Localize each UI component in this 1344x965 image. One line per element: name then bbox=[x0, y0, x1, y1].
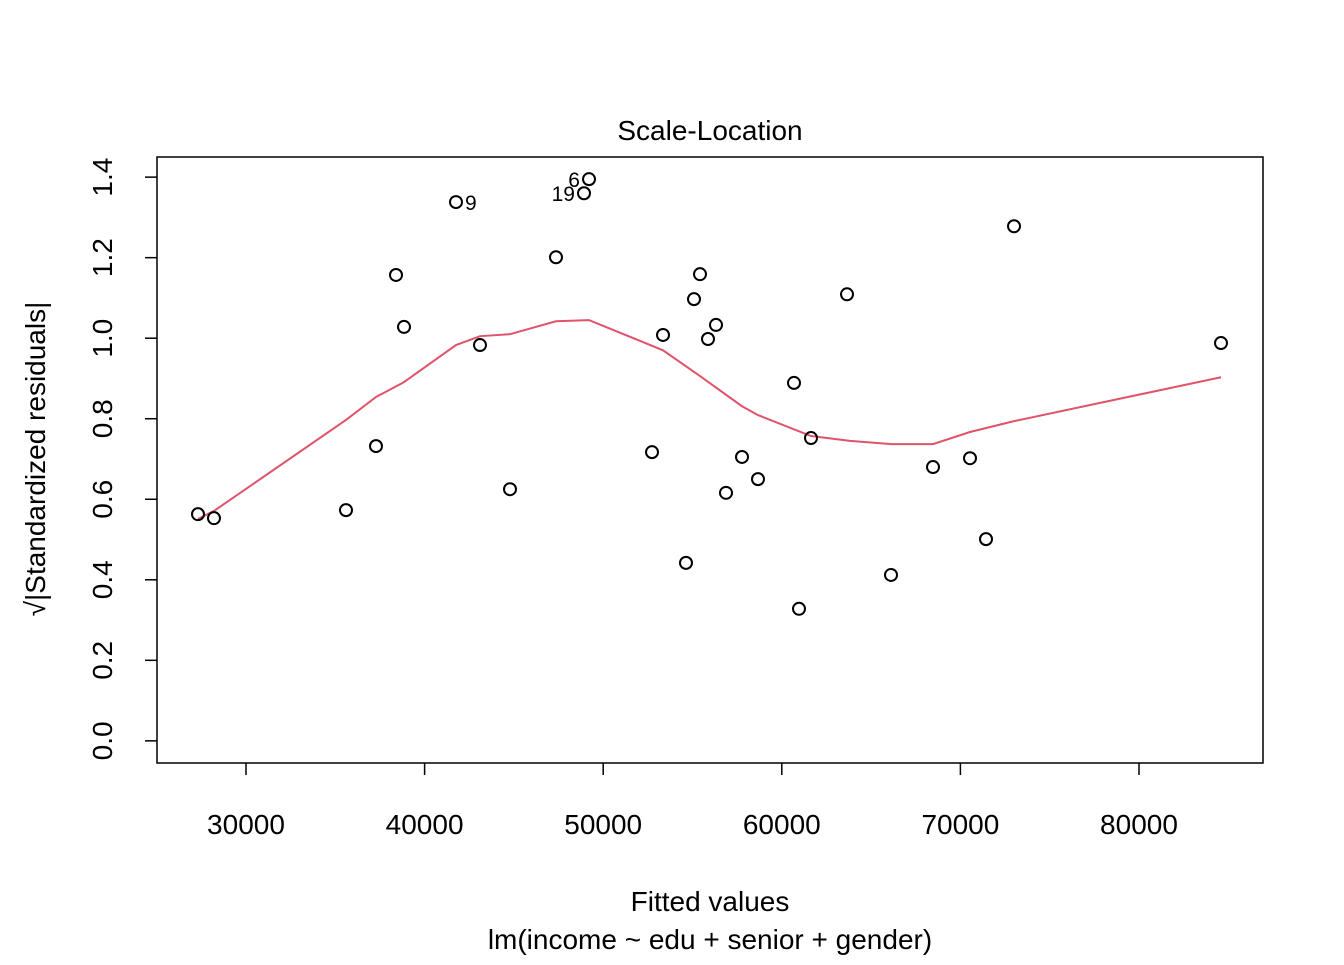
x-tick-label: 40000 bbox=[386, 809, 464, 840]
point bbox=[389, 267, 404, 282]
point-label: 19 bbox=[552, 183, 575, 206]
point bbox=[1007, 219, 1022, 234]
point bbox=[338, 503, 353, 518]
x-tick-label: 50000 bbox=[564, 809, 642, 840]
point bbox=[503, 482, 518, 497]
y-tick-label: 0.4 bbox=[87, 560, 118, 599]
y-tick-label: 1.2 bbox=[87, 238, 118, 277]
point bbox=[735, 449, 750, 464]
plot-frame bbox=[156, 156, 1264, 764]
y-tick-label: 0.6 bbox=[87, 480, 118, 519]
point bbox=[472, 338, 487, 353]
x-axis-label: Fitted values bbox=[631, 886, 790, 917]
y-tick-label: 1.4 bbox=[87, 158, 118, 197]
chart-title: Scale-Location bbox=[617, 115, 802, 146]
point bbox=[840, 287, 855, 302]
point bbox=[678, 555, 693, 570]
y-tick-label: 0.0 bbox=[87, 721, 118, 760]
point bbox=[576, 186, 591, 201]
subtitle: lm(income ~ edu + senior + gender) bbox=[488, 924, 932, 955]
x-tick-label: 30000 bbox=[207, 809, 285, 840]
point bbox=[709, 317, 724, 332]
point bbox=[397, 319, 412, 334]
point bbox=[786, 375, 801, 390]
point bbox=[750, 472, 765, 487]
point bbox=[368, 439, 383, 454]
x-tick-label: 60000 bbox=[743, 809, 821, 840]
point bbox=[448, 195, 463, 210]
point bbox=[803, 431, 818, 446]
point bbox=[645, 445, 660, 460]
point bbox=[926, 460, 941, 475]
point bbox=[581, 172, 596, 187]
point bbox=[979, 532, 994, 547]
x-tick-label: 70000 bbox=[921, 809, 999, 840]
y-tick-label: 0.8 bbox=[87, 399, 118, 438]
y-axis-label: √|Standardized residuals| bbox=[20, 302, 51, 617]
point bbox=[963, 451, 978, 466]
point bbox=[686, 292, 701, 307]
y-tick-label: 1.0 bbox=[87, 319, 118, 358]
point bbox=[1213, 336, 1228, 351]
point bbox=[206, 511, 221, 526]
x-tick-label: 80000 bbox=[1100, 809, 1178, 840]
point bbox=[656, 327, 671, 342]
smooth-line bbox=[197, 319, 1222, 520]
point-label: 6 bbox=[568, 169, 580, 192]
point bbox=[190, 507, 205, 522]
y-tick-label: 0.2 bbox=[87, 641, 118, 680]
point bbox=[700, 332, 715, 347]
point bbox=[884, 567, 899, 582]
point bbox=[692, 267, 707, 282]
point bbox=[791, 601, 806, 616]
point-label: 9 bbox=[465, 192, 477, 215]
point bbox=[719, 485, 734, 500]
point bbox=[548, 250, 563, 265]
